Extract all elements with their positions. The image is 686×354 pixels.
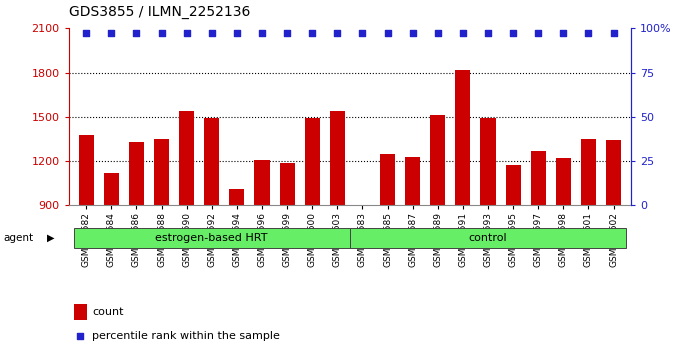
Bar <box>305 118 320 205</box>
Bar <box>250 205 274 207</box>
Point <box>382 31 393 36</box>
Bar <box>330 111 345 205</box>
Point <box>458 31 469 36</box>
Bar <box>400 205 425 207</box>
Point <box>181 31 192 36</box>
Bar <box>606 141 621 205</box>
Point <box>281 31 292 36</box>
Text: estrogen-based HRT: estrogen-based HRT <box>156 233 268 243</box>
Bar <box>601 205 626 207</box>
Point <box>231 31 242 36</box>
Bar <box>179 111 194 205</box>
Bar <box>129 142 144 205</box>
Point <box>131 31 142 36</box>
Bar <box>174 205 199 207</box>
Bar <box>74 304 86 320</box>
Bar <box>300 205 324 207</box>
Text: agent: agent <box>3 233 34 243</box>
Point <box>583 31 594 36</box>
Point <box>156 31 167 36</box>
Bar <box>576 205 601 207</box>
Bar <box>531 152 546 205</box>
Bar <box>430 115 445 205</box>
Bar <box>149 205 174 207</box>
Bar <box>475 205 501 207</box>
Bar <box>556 158 571 205</box>
Point <box>482 31 493 36</box>
Point <box>307 31 318 36</box>
Bar <box>450 205 475 207</box>
Point <box>332 31 343 36</box>
Text: control: control <box>469 233 507 243</box>
Bar <box>350 205 375 207</box>
Point <box>533 31 544 36</box>
Point <box>257 31 268 36</box>
Text: ▶: ▶ <box>47 233 54 243</box>
Text: percentile rank within the sample: percentile rank within the sample <box>92 331 280 341</box>
Bar <box>581 139 596 205</box>
Point <box>75 333 86 339</box>
Bar <box>73 205 99 207</box>
Bar <box>425 205 450 207</box>
Bar <box>501 205 525 207</box>
Bar <box>456 70 471 205</box>
Bar <box>405 156 420 205</box>
Point <box>106 31 117 36</box>
Bar <box>154 139 169 205</box>
Bar <box>255 160 270 205</box>
Bar <box>380 154 395 205</box>
Bar <box>506 165 521 205</box>
Bar <box>324 205 350 207</box>
Point <box>407 31 418 36</box>
Point <box>508 31 519 36</box>
Text: GDS3855 / ILMN_2252136: GDS3855 / ILMN_2252136 <box>69 5 250 19</box>
Point <box>608 31 619 36</box>
Point <box>558 31 569 36</box>
Bar <box>551 205 576 207</box>
Point <box>206 31 217 36</box>
Bar <box>204 118 220 205</box>
Bar <box>224 205 250 207</box>
Bar <box>79 135 94 205</box>
Bar <box>480 118 495 205</box>
Bar <box>104 173 119 205</box>
FancyBboxPatch shape <box>73 228 350 249</box>
Text: count: count <box>92 307 123 317</box>
Bar <box>199 205 224 207</box>
Bar <box>229 189 244 205</box>
Bar <box>274 205 300 207</box>
Bar <box>99 205 124 207</box>
Bar <box>355 205 370 210</box>
Bar <box>124 205 149 207</box>
Bar <box>525 205 551 207</box>
Bar <box>375 205 400 207</box>
Point <box>432 31 443 36</box>
FancyBboxPatch shape <box>350 228 626 249</box>
Bar <box>280 163 294 205</box>
Point <box>357 31 368 36</box>
Point <box>81 31 92 36</box>
